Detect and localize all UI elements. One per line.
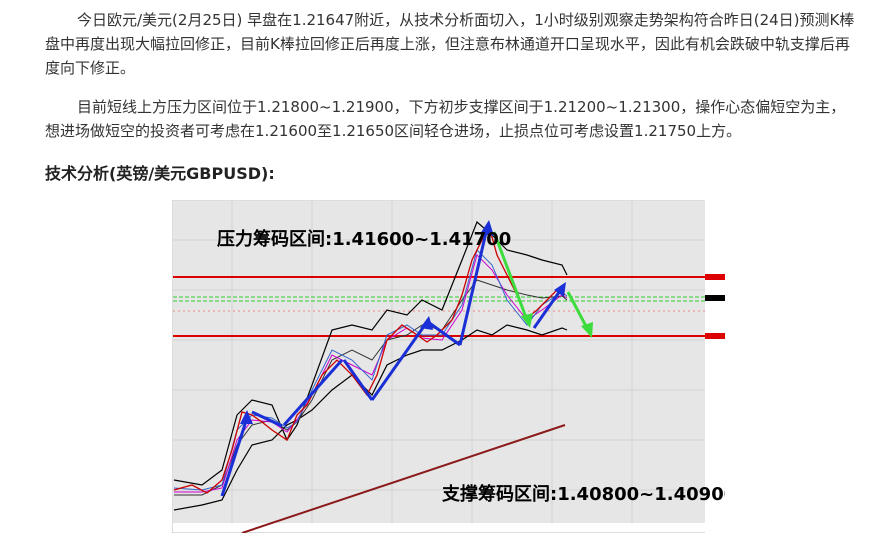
paragraph: 今日欧元/美元(2月25日) 早盘在1.21647附近，从技术分析面切入，1小时… (45, 11, 855, 77)
chart-image: 压力筹码区间:1.41600~1.41700 支撑筹码区间:1.40800~1.… (172, 200, 725, 533)
annotation: 压力筹码区间:1.41600~1.41700 (217, 228, 511, 250)
annotation: 支撑筹码区间:1.40800~1.40900 (441, 483, 725, 505)
heading: 技术分析(英镑/美元GBPUSD): (45, 164, 275, 183)
paragraph: 目前短线上方压力区间位于1.21800~1.21900，下方初步支撑区间于1.2… (45, 98, 846, 140)
